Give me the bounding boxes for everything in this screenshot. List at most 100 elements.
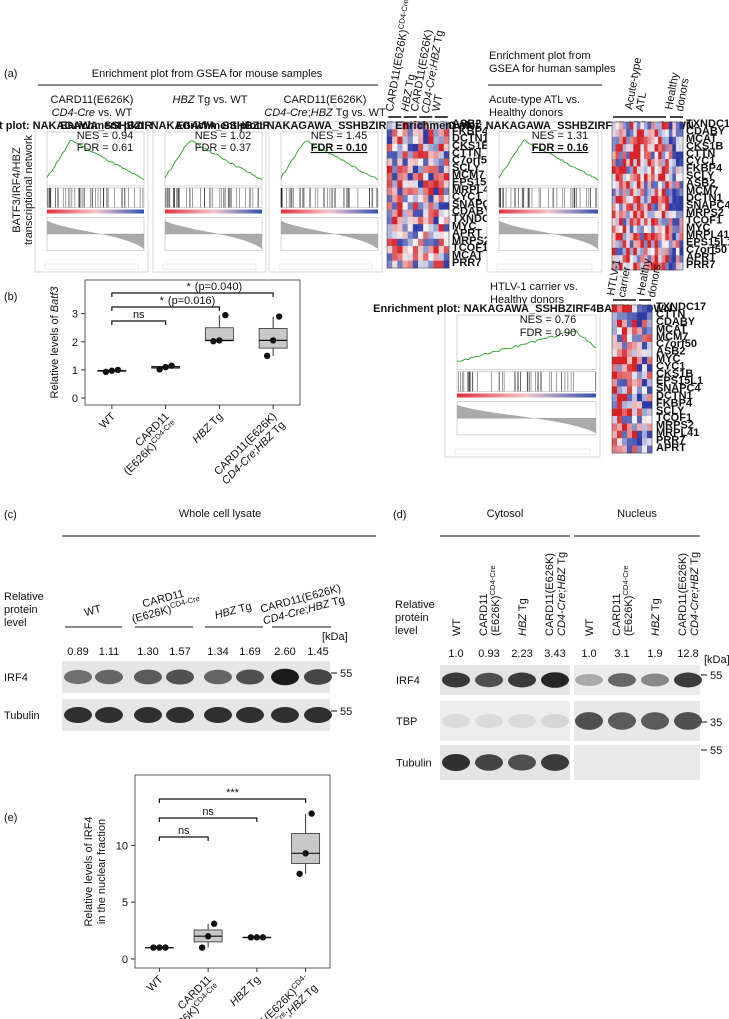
heatmap-cell <box>658 218 662 226</box>
heatmap-cell <box>636 144 641 152</box>
row-label: Tubulin <box>396 758 432 770</box>
heatmap-cell <box>387 143 393 152</box>
heatmap-cell <box>679 247 684 256</box>
heatmap-cell <box>433 143 439 152</box>
heatmap-cell <box>443 136 450 145</box>
gene-label: MYC <box>452 220 477 232</box>
heatmap-cell <box>665 255 670 263</box>
heatmap-cell <box>629 159 634 167</box>
gsea-curve <box>456 330 597 362</box>
heatmap-cell <box>651 159 655 167</box>
relative-level: 1.0 <box>581 648 596 660</box>
section-title: Nucleus <box>617 508 657 520</box>
heatmap-cell <box>675 203 680 212</box>
heatmap-cell <box>443 122 450 130</box>
heatmap-cell <box>392 143 398 152</box>
gene-label: CDABY <box>452 206 492 218</box>
comparison-label: CD4-Cre;HBZ Tg vs. WT <box>264 107 386 119</box>
significance-mark: ns <box>133 309 145 321</box>
heatmap-cell <box>622 159 627 167</box>
significance-label: * (p=0.016) <box>160 295 216 307</box>
heatmap-cell <box>629 240 634 249</box>
heatmap-cell <box>615 233 620 241</box>
heatmap-cell <box>637 386 643 395</box>
heatmap-cell <box>443 260 450 269</box>
gsea-rank-area <box>47 220 144 249</box>
heatmap-cell <box>428 253 434 261</box>
heatmap-cell <box>675 255 680 263</box>
heatmap-cell <box>647 305 653 313</box>
heatmap-cell <box>443 238 450 247</box>
heatmap-cell <box>443 224 450 232</box>
heatmap-cell <box>636 181 641 189</box>
heatmap-cell <box>647 393 653 402</box>
heatmap-cell <box>387 202 393 210</box>
heatmap-cell <box>615 122 620 130</box>
heatmap-cell <box>647 438 653 446</box>
band <box>508 672 536 688</box>
heatmap-cell <box>423 180 429 188</box>
heatmap-cell <box>675 166 680 175</box>
heatmap-cell <box>412 173 419 181</box>
heatmap-cell <box>626 247 631 256</box>
heatmap-cell <box>392 231 398 240</box>
heatmap-cell <box>642 430 648 439</box>
text-segment: CARD11(E626K) <box>544 553 556 636</box>
heatmap-cell <box>629 166 634 175</box>
heatmap-cell <box>412 158 419 167</box>
heatmap-cell <box>423 151 429 159</box>
heatmap-cell <box>428 216 434 225</box>
heatmap-cell <box>412 246 419 254</box>
heatmap-cell <box>622 255 627 263</box>
heatmap-cell <box>622 408 628 417</box>
gene-label: SNAPC4 <box>656 383 702 395</box>
heatmap-cell <box>643 233 648 241</box>
heatmap-cell <box>629 225 634 234</box>
text-segment: Tg <box>689 552 701 568</box>
heatmap-cell <box>622 129 627 138</box>
heatmap-cell <box>636 233 641 241</box>
text-segment: CD4-Cre <box>52 107 95 119</box>
heatmap-cell <box>622 423 628 432</box>
heatmap-cell <box>438 224 445 232</box>
gene-label: CYC1 <box>452 191 481 203</box>
gene-label: CKS1B <box>686 140 723 152</box>
heatmap-cell <box>615 129 620 138</box>
heatmap-cell <box>443 158 450 167</box>
heatmap-cell <box>612 255 616 263</box>
heatmap-cell <box>629 196 634 204</box>
heatmap-cell <box>397 209 403 218</box>
heatmap-cell <box>661 262 666 271</box>
heatmap-cell <box>647 312 653 321</box>
data-point <box>168 362 175 369</box>
text-segment: CD4-Cre <box>556 593 568 636</box>
heatmap-cell <box>612 423 618 432</box>
heatmap-cell <box>392 209 398 218</box>
heatmap-cell <box>428 209 434 218</box>
heatmap-cell <box>412 187 419 196</box>
heatmap-cell <box>619 203 623 212</box>
band <box>95 669 123 685</box>
heatmap-cell <box>622 386 628 395</box>
heatmap-cell <box>387 165 393 174</box>
text-segment: HBZ <box>213 604 239 622</box>
heatmap-cell <box>665 151 670 160</box>
heatmap-cell <box>438 209 445 218</box>
heatmap-cell <box>622 445 628 454</box>
significance-label: ns <box>133 309 145 321</box>
heatmap-cell <box>661 166 666 175</box>
heatmap-cell <box>675 159 680 167</box>
group-label: (E626K)CD4-Cre <box>488 565 503 636</box>
heatmap-cell <box>402 122 408 130</box>
gene-label: MRPS2 <box>686 207 724 219</box>
heatmap-cell <box>658 262 662 271</box>
heatmap-cell <box>636 255 641 263</box>
heatmap-cell <box>647 240 652 249</box>
heatmap-cell <box>640 210 645 219</box>
y-tick-label: 1 <box>72 365 78 377</box>
column-label: donors <box>674 77 692 113</box>
heatmap-cell <box>626 136 631 145</box>
heatmap-cell <box>629 151 634 160</box>
heatmap-cell <box>679 203 684 212</box>
